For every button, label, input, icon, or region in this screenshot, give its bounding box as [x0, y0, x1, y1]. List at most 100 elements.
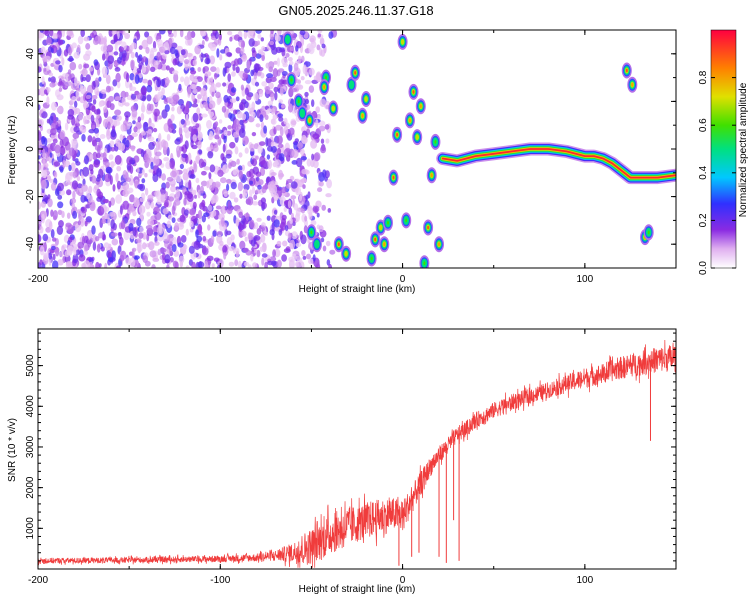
noise-speck [108, 154, 114, 161]
noise-speck [144, 173, 148, 178]
noise-speck [98, 101, 104, 108]
noise-speck [253, 72, 258, 80]
noise-speck [316, 212, 320, 218]
noise-speck [290, 195, 297, 200]
noise-speck [96, 188, 101, 198]
noise-speck [222, 143, 226, 153]
noise-speck [95, 177, 101, 182]
noise-speck [230, 87, 237, 93]
spectral-peak-layer [383, 242, 386, 246]
noise-speck [93, 184, 100, 191]
noise-speck [328, 263, 333, 268]
noise-speck [130, 59, 135, 70]
noise-speck [70, 162, 76, 172]
noise-speck [150, 201, 155, 209]
noise-speck [304, 215, 308, 222]
noise-speck [114, 109, 122, 116]
noise-speck [40, 30, 44, 33]
noise-speck [283, 117, 288, 125]
noise-speck [48, 77, 52, 82]
noise-speck [39, 245, 45, 256]
noise-speck [222, 82, 227, 87]
noise-speck [78, 112, 84, 121]
noise-speckle-field [38, 30, 338, 268]
spectral-peak-layer [323, 85, 326, 89]
noise-speck [78, 63, 83, 70]
noise-speck [233, 131, 240, 138]
noise-speck [311, 153, 315, 161]
noise-speck [242, 192, 248, 199]
noise-speck [67, 108, 75, 117]
spectral-peak [383, 214, 393, 231]
noise-speck [103, 36, 107, 45]
noise-speck [244, 87, 249, 96]
noise-speck [113, 119, 118, 127]
noise-speck [232, 168, 238, 176]
noise-speck [96, 152, 101, 159]
noise-speck [228, 112, 233, 119]
noise-speck [75, 90, 80, 99]
noise-speck [147, 79, 153, 87]
noise-speck [310, 139, 318, 149]
noise-speck [274, 91, 278, 101]
noise-speck [253, 248, 258, 254]
noise-speck [317, 30, 323, 34]
noise-speck [252, 262, 258, 268]
noise-speck [62, 73, 69, 78]
noise-speck [162, 208, 169, 215]
noise-speck [249, 189, 253, 198]
noise-speck [200, 30, 204, 36]
noise-speck [255, 176, 260, 182]
noise-speck [109, 175, 113, 185]
spectral-peak [286, 72, 297, 88]
noise-speck [277, 68, 285, 73]
noise-speck [82, 166, 90, 177]
noise-speck [288, 127, 295, 136]
noise-speck [179, 30, 184, 38]
noise-speck [201, 215, 206, 223]
noise-speck [211, 91, 215, 97]
noise-speck [103, 118, 109, 128]
noise-speck [183, 76, 190, 87]
noise-speck [118, 232, 122, 240]
noise-speck [113, 51, 119, 56]
noise-speck [185, 265, 190, 268]
noise-speck [58, 64, 63, 73]
noise-speck [278, 153, 285, 162]
noise-speck [149, 250, 157, 258]
noise-speck [71, 140, 79, 150]
noise-speck [289, 218, 293, 224]
noise-speck [188, 245, 195, 254]
noise-speck [67, 240, 71, 246]
noise-speck [207, 204, 213, 212]
noise-speck [123, 230, 130, 241]
noise-speck [93, 159, 100, 168]
noise-speck [142, 255, 148, 263]
noise-speck [172, 236, 177, 247]
noise-speck [96, 113, 100, 119]
noise-speck [257, 145, 263, 154]
noise-speck [248, 38, 255, 47]
noise-speck [43, 252, 49, 261]
spectral-peak [434, 236, 444, 253]
noise-speck [238, 128, 246, 138]
noise-speck [212, 230, 217, 237]
snr-frame [37, 328, 677, 570]
noise-speck [219, 223, 226, 231]
noise-speck [179, 108, 183, 113]
noise-speck [75, 249, 81, 256]
noise-speck [43, 89, 48, 95]
noise-speck [103, 106, 108, 113]
spectral-peak [423, 219, 434, 236]
noise-speck [59, 251, 64, 258]
noise-speck [214, 134, 220, 140]
noise-speck [125, 139, 130, 148]
noise-speck [88, 67, 94, 72]
noise-speck [137, 184, 144, 190]
noise-speck [255, 155, 259, 160]
noise-speck [215, 91, 221, 99]
noise-speck [317, 33, 321, 38]
noise-speck [290, 181, 298, 189]
